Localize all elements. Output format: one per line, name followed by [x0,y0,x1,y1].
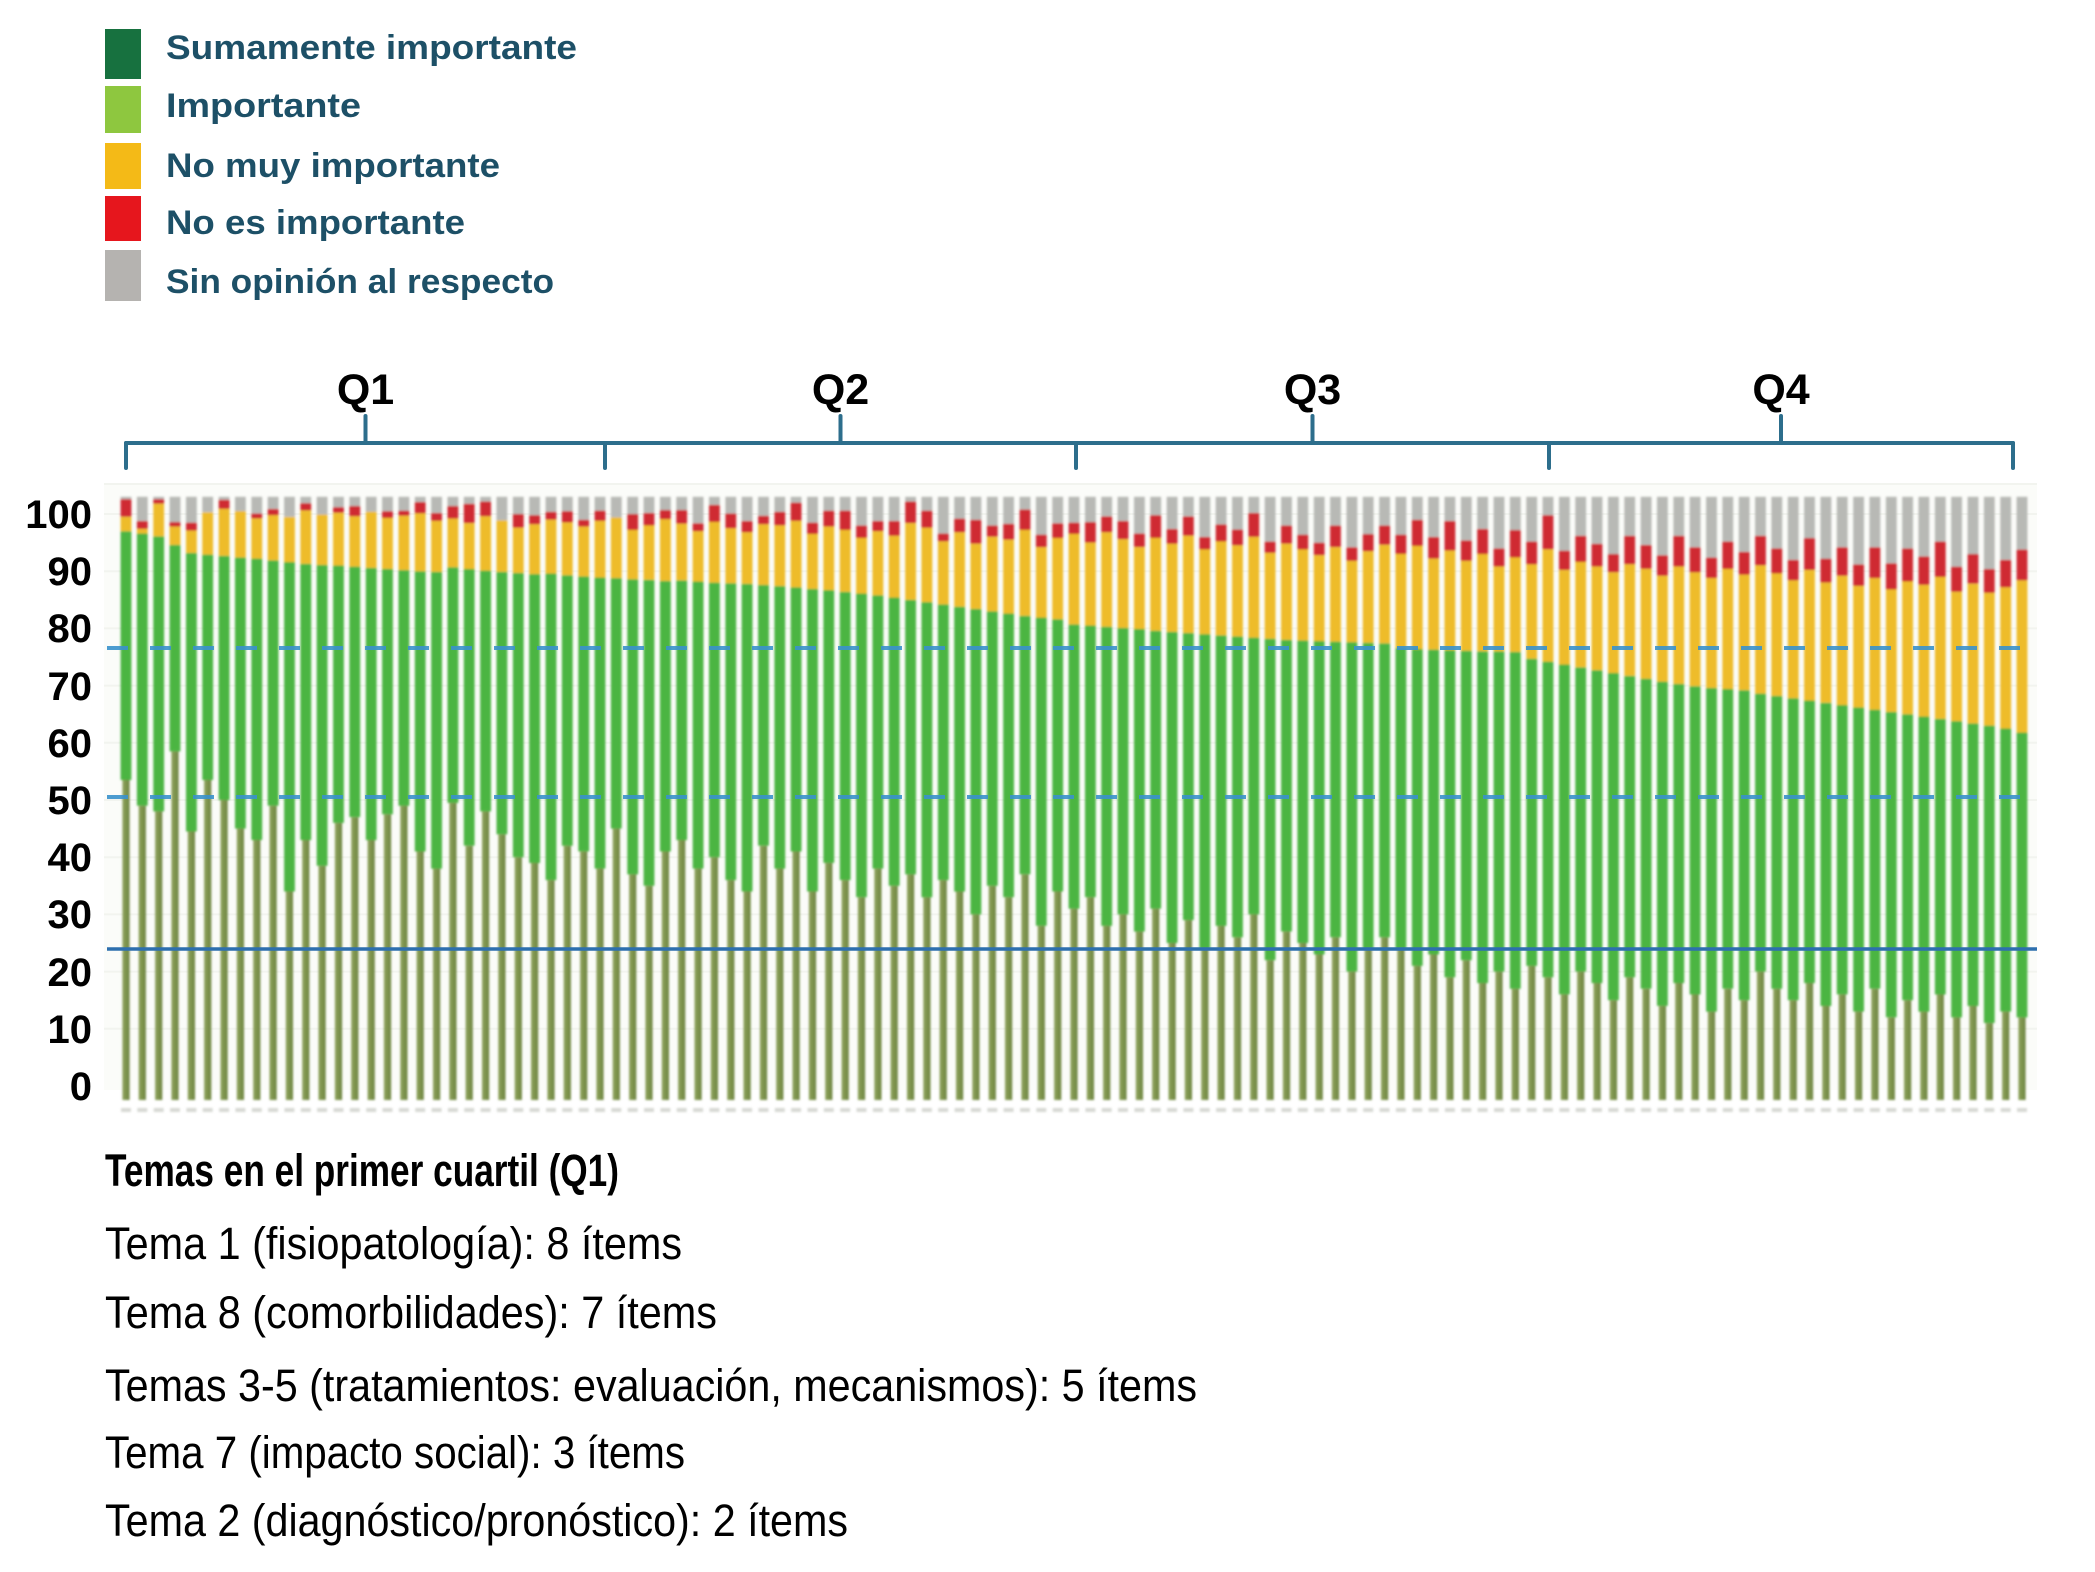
svg-text:Tema 1 (fisiopatología): 8 íte: Tema 1 (fisiopatología): 8 ítems [105,1218,682,1269]
svg-text:0: 0 [70,1065,92,1109]
svg-text:Sumamente importante: Sumamente importante [166,29,577,67]
svg-text:Importante: Importante [166,87,361,125]
svg-text:80: 80 [48,607,93,651]
svg-text:20: 20 [48,951,93,995]
svg-text:Tema 8 (comorbilidades): 7 íte: Tema 8 (comorbilidades): 7 ítems [105,1287,717,1338]
svg-text:Q4: Q4 [1752,366,1809,414]
svg-text:Tema 2 (diagnóstico/pronóstico: Tema 2 (diagnóstico/pronóstico): 2 ítems [105,1495,848,1546]
svg-text:No muy importante: No muy importante [166,147,500,185]
svg-text:Temas 3-5 (tratamientos: evalu: Temas 3-5 (tratamientos: evaluación, mec… [105,1360,1197,1411]
svg-text:50: 50 [48,779,93,823]
svg-text:Q3: Q3 [1284,366,1341,414]
svg-text:60: 60 [48,722,93,766]
svg-text:10: 10 [48,1008,93,1052]
svg-text:Temas en el primer cuartil (Q1: Temas en el primer cuartil (Q1) [105,1145,619,1196]
svg-text:90: 90 [48,550,93,594]
svg-text:70: 70 [48,665,93,709]
svg-text:Q1: Q1 [337,366,394,414]
svg-text:40: 40 [48,836,93,880]
svg-text:Q2: Q2 [812,366,869,414]
svg-text:Tema 7 (impacto social): 3 íte: Tema 7 (impacto social): 3 ítems [105,1427,685,1478]
svg-text:No es importante: No es importante [166,204,465,242]
svg-text:Sin opinión al respecto: Sin opinión al respecto [166,263,554,301]
svg-text:100: 100 [25,493,92,537]
svg-text:30: 30 [48,893,93,937]
